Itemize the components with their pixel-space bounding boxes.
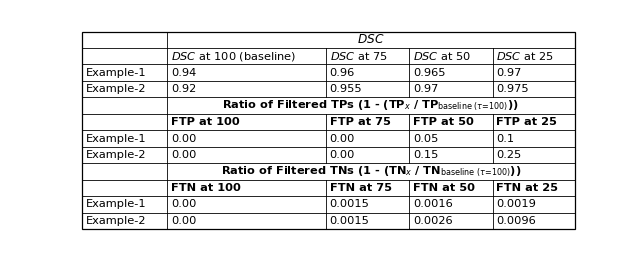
Text: 0.00: 0.00	[171, 150, 196, 160]
Text: 0.00: 0.00	[330, 134, 355, 143]
Text: 0.00: 0.00	[171, 216, 196, 226]
Text: 0.00: 0.00	[171, 134, 196, 143]
Text: Example-2: Example-2	[86, 84, 146, 94]
Text: Example-2: Example-2	[86, 216, 146, 226]
Text: 0.955: 0.955	[330, 84, 362, 94]
Text: FTN at 50: FTN at 50	[413, 183, 475, 193]
Text: FTP at 50: FTP at 50	[413, 117, 474, 127]
Text: $\mathit{DSC}$ at 25: $\mathit{DSC}$ at 25	[497, 50, 554, 62]
Text: Example-1: Example-1	[86, 68, 146, 78]
Text: Example-1: Example-1	[86, 199, 146, 209]
Text: 0.00: 0.00	[171, 199, 196, 209]
Text: 0.92: 0.92	[171, 84, 196, 94]
Text: 0.0026: 0.0026	[413, 216, 452, 226]
Text: Example-1: Example-1	[86, 134, 146, 143]
Text: 0.0019: 0.0019	[497, 199, 536, 209]
Text: 0.96: 0.96	[330, 68, 355, 78]
Text: 0.94: 0.94	[171, 68, 196, 78]
Text: 0.97: 0.97	[497, 68, 522, 78]
Text: 0.1: 0.1	[497, 134, 515, 143]
Text: $\mathit{DSC}$: $\mathit{DSC}$	[357, 33, 385, 46]
Text: 0.0015: 0.0015	[330, 199, 370, 209]
Text: 0.975: 0.975	[497, 84, 529, 94]
Text: 0.0016: 0.0016	[413, 199, 453, 209]
Text: $\mathit{DSC}$ at 100 (baseline): $\mathit{DSC}$ at 100 (baseline)	[171, 50, 296, 63]
Text: 0.97: 0.97	[413, 84, 438, 94]
Text: 0.0096: 0.0096	[497, 216, 536, 226]
Text: 0.05: 0.05	[413, 134, 438, 143]
Text: $\mathit{DSC}$ at 75: $\mathit{DSC}$ at 75	[330, 50, 388, 62]
Text: FTP at 100: FTP at 100	[171, 117, 240, 127]
Text: FTN at 25: FTN at 25	[497, 183, 559, 193]
Text: 0.0015: 0.0015	[330, 216, 370, 226]
Text: $\mathit{DSC}$ at 50: $\mathit{DSC}$ at 50	[413, 50, 472, 62]
Text: 0.25: 0.25	[497, 150, 522, 160]
Text: 0.15: 0.15	[413, 150, 438, 160]
Text: FTP at 75: FTP at 75	[330, 117, 390, 127]
Text: Example-2: Example-2	[86, 150, 146, 160]
Text: FTN at 75: FTN at 75	[330, 183, 392, 193]
Text: Ratio of Filtered TPs (1 - (TP$_x$ / TP$_{\mathsf{baseline}\ (\tau\!=\!100)}$)): Ratio of Filtered TPs (1 - (TP$_x$ / TP$…	[223, 98, 519, 113]
Text: Ratio of Filtered TNs (1 - (TN$_x$ / TN$_{\mathsf{baseline}\ (\tau\!=\!100)}$)): Ratio of Filtered TNs (1 - (TN$_x$ / TN$…	[221, 164, 521, 179]
Text: 0.00: 0.00	[330, 150, 355, 160]
Text: FTP at 25: FTP at 25	[497, 117, 557, 127]
Text: 0.965: 0.965	[413, 68, 445, 78]
Text: FTN at 100: FTN at 100	[171, 183, 241, 193]
